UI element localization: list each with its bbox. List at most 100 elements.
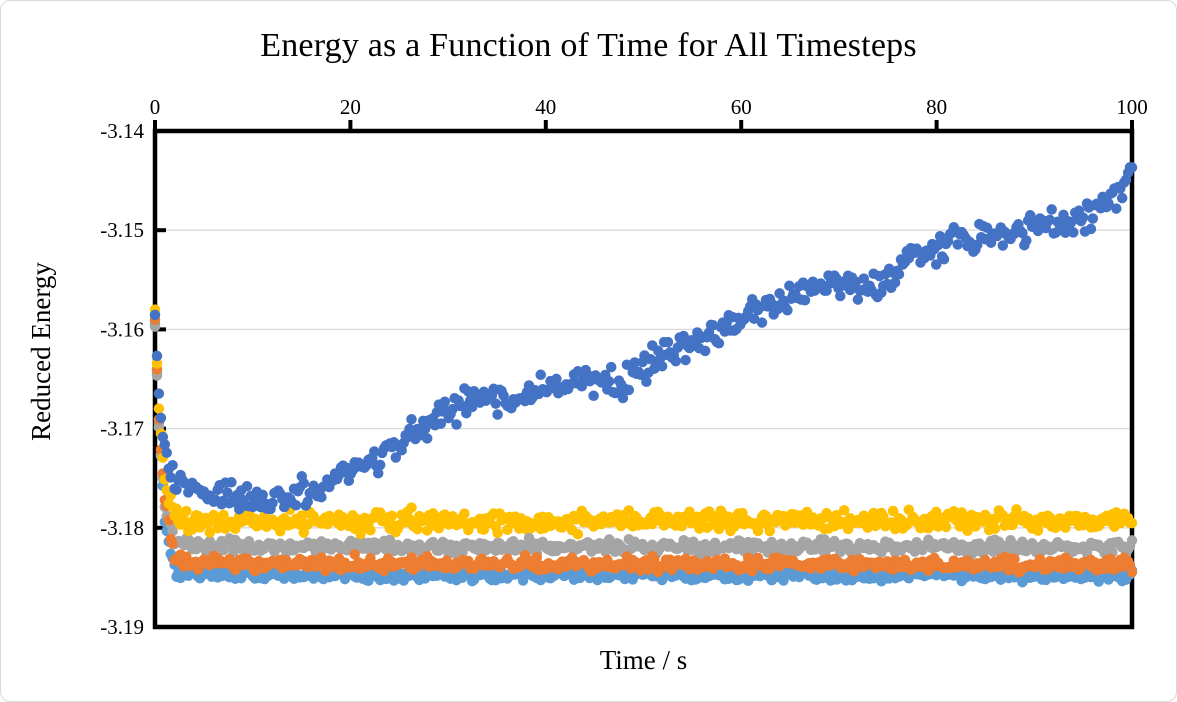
data-point [349,549,360,560]
x-tick-label: 100 [1116,95,1148,119]
data-point [1111,203,1122,214]
data-point [159,439,171,450]
data-point [782,305,793,316]
data-point [1068,227,1079,238]
data-point [940,521,952,533]
data-point [151,358,163,369]
data-point [153,388,165,399]
data-point [451,419,462,430]
data-point [459,508,470,519]
y-tick-label: -3.17 [100,417,144,441]
data-point [850,276,862,288]
data-point [1085,223,1097,235]
data-point [369,446,380,457]
data-point [997,240,1009,251]
data-point [852,294,864,305]
y-tick-label: -3.18 [100,516,144,540]
data-point [218,509,229,521]
data-point [684,506,695,518]
data-point [498,390,509,401]
data-point [161,447,172,459]
data-point [858,273,870,284]
y-tick-label: -3.15 [100,218,144,242]
data-point [748,313,760,324]
y-tick-label: -3.16 [100,317,144,341]
data-point [551,373,562,385]
data-point [623,384,635,396]
data-point [241,481,253,492]
data-point [149,309,161,321]
data-point [764,525,776,537]
data-point [799,295,811,306]
data-point [439,396,451,407]
x-axis-title: Time / s [599,645,688,675]
data-point [1126,566,1138,578]
data-point [222,487,233,498]
chart-title: Energy as a Function of Time for All Tim… [260,27,917,64]
data-point [670,355,682,367]
data-point [707,320,719,331]
data-point [752,525,764,537]
x-tick-label: 60 [731,95,752,119]
data-point [421,433,433,444]
data-point [662,336,674,348]
data-point [1126,517,1138,529]
data-point [435,418,447,429]
data-point [680,354,691,366]
data-point [167,538,178,549]
data-point [181,505,192,517]
data-point [699,345,711,357]
data-point [298,477,310,489]
data-point [838,505,850,516]
data-point [492,527,503,539]
data-point [1009,553,1020,565]
data-point [889,277,901,288]
data-point [492,409,503,420]
data-point [641,376,652,388]
x-tick-label: 40 [535,95,556,119]
data-point [171,484,182,496]
data-point [1087,213,1099,224]
data-point [296,510,308,521]
data-point [756,317,768,328]
data-point [386,510,398,522]
data-point [932,239,944,251]
data-point [365,524,376,536]
data-point [372,468,384,479]
data-point [1116,192,1128,204]
data-point [930,259,942,270]
data-point [1077,212,1089,223]
data-point [962,525,973,536]
x-tick-label: 80 [926,95,947,119]
data-point [878,511,889,522]
data-point [298,527,310,538]
data-point [1024,210,1036,221]
data-point [1103,198,1114,209]
data-point [167,459,178,471]
data-point [302,496,313,507]
data-point [267,497,278,509]
data-point [784,280,795,292]
data-point [535,369,546,381]
data-point [713,338,725,349]
data-point [1021,235,1032,246]
data-point [151,350,163,362]
data-point [1017,536,1028,547]
data-point [1032,525,1044,536]
data-point [572,528,584,540]
data-point [835,290,846,302]
data-point [406,414,417,425]
x-tick-label: 20 [340,95,361,119]
series-orange-flat [149,314,1138,578]
data-point [576,381,588,392]
data-point [257,489,268,501]
data-point [412,523,423,535]
y-tick-label: -3.14 [100,119,144,143]
data-point [204,527,216,538]
data-point [1126,535,1138,546]
data-point [1011,504,1022,515]
data-point [893,268,905,280]
data-point [678,330,689,342]
data-point [846,554,858,565]
